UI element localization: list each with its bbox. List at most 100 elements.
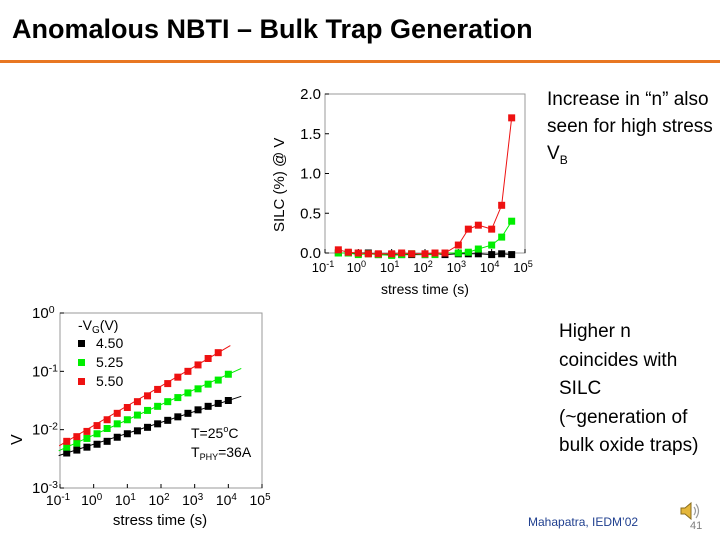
slide-title: Anomalous NBTI – Bulk Trap Generation [12, 14, 533, 44]
silc-point [474, 221, 482, 229]
vt-point [164, 398, 172, 406]
silc-ylabel-text: SILC (%) @ V [271, 138, 288, 232]
silc-x-tick-label: 101 [380, 259, 400, 275]
vt-x-tick-label: 104 [216, 492, 238, 508]
note-bottom: Higher n coincides with SILC (~generatio… [559, 321, 699, 456]
vt-point [133, 411, 141, 419]
vt-point [144, 392, 152, 400]
vt-point [103, 425, 111, 432]
vt-point [214, 349, 222, 357]
vt-y-tick-label: 10-3 [32, 479, 58, 497]
note-top: Increase in “n” also seen for high stres… [547, 86, 717, 174]
vt-point [83, 427, 91, 435]
legend-label-2: 5.25 [96, 354, 123, 370]
silc-x-tick-label: 10-1 [312, 259, 335, 275]
vt-ylabel: V [9, 434, 26, 445]
vt-point [123, 430, 131, 438]
annotation-thickness: TPHY=36A [191, 444, 252, 462]
vt-point [184, 409, 192, 417]
vt-point [204, 355, 212, 362]
title-underline [0, 60, 720, 63]
legend-marker-2 [78, 359, 85, 366]
vt-point [63, 449, 71, 457]
legend-label-1: 4.50 [96, 335, 123, 351]
silc-point [474, 245, 482, 253]
vt-x-tick-label: 103 [182, 492, 204, 508]
vt-point [174, 394, 182, 402]
silc-point [488, 225, 496, 233]
silc-ylabel: SILC (%) @ V [271, 138, 288, 232]
annotation-temperature: T=25oC [191, 424, 238, 441]
vt-point [133, 398, 141, 406]
vt-point [73, 439, 81, 447]
vt-x-tick-label: 10-1 [46, 492, 70, 508]
silc-point [488, 251, 496, 259]
silc-x-tick-label: 104 [480, 259, 500, 275]
silc-x-tick-label: 105 [513, 259, 533, 275]
silc-point [508, 217, 516, 225]
vt-point [224, 370, 232, 378]
vt-point [144, 423, 152, 431]
vt-point [103, 416, 111, 424]
silc-y-tick-label: 1.0 [300, 166, 321, 183]
vt-point [73, 433, 81, 441]
speaker-icon[interactable] [678, 500, 702, 522]
vt-point [63, 443, 71, 451]
vt-point [214, 376, 222, 384]
vt-point [164, 416, 172, 424]
silc-point [454, 249, 462, 257]
vt-point [93, 422, 101, 430]
note-top-text: Increase in “n” also seen for high stres… [547, 89, 713, 164]
vt-point [154, 385, 162, 393]
silc-point [498, 201, 506, 209]
vt-point [144, 406, 152, 414]
silc-point [344, 248, 352, 256]
vt-point [123, 416, 131, 424]
vt-point [154, 420, 162, 428]
silc-point [398, 249, 406, 257]
page-number: 41 [690, 520, 703, 532]
vt-xlabel: stress time (s) [113, 512, 207, 529]
vt-x-tick-label: 105 [249, 492, 271, 508]
silc-point [421, 250, 429, 258]
vt-legend: -VG(V) 4.50 5.25 5.50 [78, 317, 123, 389]
silc-point [508, 114, 516, 122]
silc-point [474, 250, 482, 258]
vt-x-tick-label: 100 [81, 492, 103, 508]
silc-point [354, 249, 362, 257]
silc-point [441, 249, 449, 257]
silc-y-tick-label: 2.0 [300, 86, 321, 103]
silc-y-tick-label: 0.5 [300, 205, 321, 222]
vt-point [174, 413, 182, 421]
vt-y-tick-label: 10-2 [32, 421, 58, 439]
silc-x-tick-label: 100 [347, 259, 367, 275]
legend-marker-1 [78, 340, 85, 347]
silc-point [464, 248, 472, 256]
vt-x-tick-label: 101 [115, 492, 136, 508]
vt-point [154, 402, 162, 410]
silc-point [431, 249, 439, 257]
vt-point [194, 406, 202, 414]
silc-point [488, 241, 496, 249]
silc-y-tick-label: 1.5 [300, 126, 321, 143]
note-top-subscript: B [559, 152, 568, 167]
vt-y-tick-label: 10-1 [32, 362, 58, 380]
silc-point [464, 225, 472, 233]
silc-xlabel: stress time (s) [381, 281, 469, 297]
legend-label-3: 5.50 [96, 373, 123, 389]
silc-point [454, 241, 462, 249]
vt-point [113, 433, 121, 441]
vt-point [214, 399, 222, 407]
vt-point [194, 385, 202, 393]
vt-y-tick-label: 100 [32, 304, 55, 322]
legend-title: -VG(V) [78, 317, 118, 336]
vt-point [83, 434, 91, 442]
vt-point [83, 443, 91, 451]
vt-point [93, 440, 101, 448]
vt-point [184, 389, 192, 397]
vt-point [184, 367, 192, 375]
silc-point [508, 251, 516, 259]
vt-point [123, 404, 131, 411]
